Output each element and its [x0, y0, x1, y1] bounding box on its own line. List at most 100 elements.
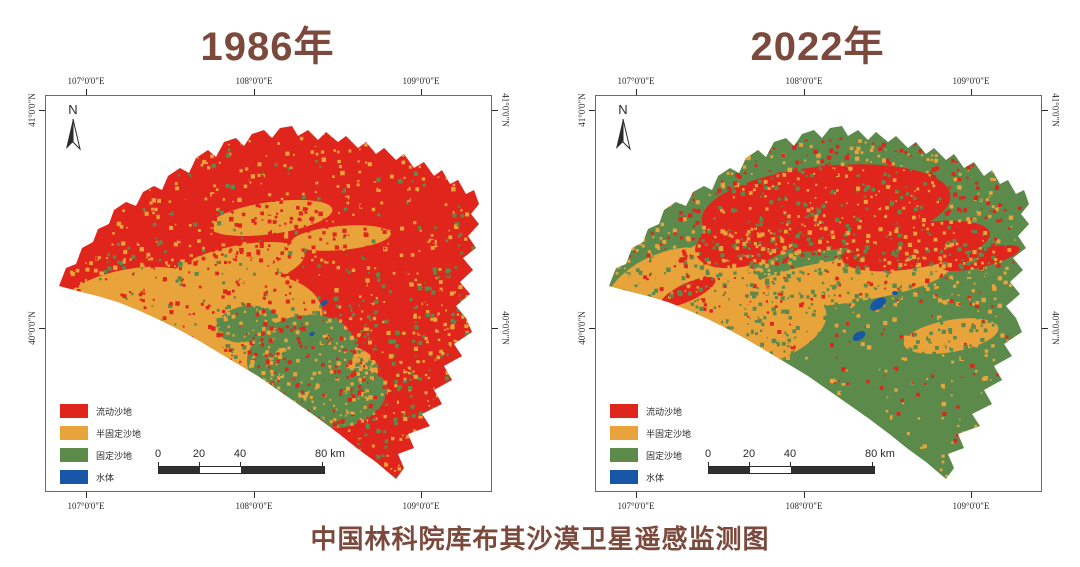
- lon-label: 109°0'0"E: [402, 501, 440, 511]
- lat-tick: [1042, 328, 1048, 329]
- legend-item-fixed: 固定沙地: [610, 448, 691, 462]
- legend-item-water: 水体: [60, 470, 141, 484]
- scale-tick: [708, 462, 709, 466]
- lon-label: 108°0'0"E: [785, 501, 823, 511]
- scale-tick: [322, 462, 323, 466]
- lat-label: 41°0'0"N: [27, 93, 37, 127]
- scale-tick: [240, 462, 241, 466]
- legend: 流动沙地 半固定沙地 固定沙地 水体: [60, 396, 141, 484]
- legend-label: 流动沙地: [646, 406, 683, 417]
- scale-label: 40: [783, 448, 797, 460]
- legend-swatch-semifixed: [610, 426, 638, 440]
- north-label: N: [618, 102, 628, 117]
- scale-segment: [159, 467, 200, 473]
- scale-tick: [749, 462, 750, 466]
- lat-tick: [589, 110, 595, 111]
- legend-label: 流动沙地: [96, 406, 133, 417]
- lat-tick: [589, 328, 595, 329]
- north-arrow-icon: [616, 118, 631, 151]
- lat-label: 40°0'0"N: [27, 311, 37, 345]
- legend-swatch-fixed: [610, 448, 638, 462]
- lat-tick: [492, 110, 498, 111]
- scale-segment: [709, 467, 750, 473]
- lon-tick: [86, 89, 87, 95]
- scale-tick: [872, 462, 873, 466]
- scale-label: 0: [704, 448, 712, 460]
- north-label: N: [68, 102, 78, 117]
- legend-item-mobile: 流动沙地: [60, 404, 141, 418]
- north-arrow: N: [60, 102, 86, 158]
- lon-label: 109°0'0"E: [952, 501, 990, 511]
- scale-tick: [158, 462, 159, 466]
- map-title-2022: 2022年: [750, 25, 885, 69]
- lon-label: 107°0'0"E: [617, 501, 655, 511]
- lon-tick: [421, 89, 422, 95]
- lat-label: 41°0'0"N: [1050, 93, 1060, 127]
- legend-item-fixed: 固定沙地: [60, 448, 141, 462]
- scale-bar: 0 20 40 80 km: [154, 448, 358, 480]
- lat-tick: [39, 328, 45, 329]
- legend-label: 固定沙地: [96, 450, 133, 461]
- scale-segment: [791, 467, 874, 473]
- lon-tick: [86, 492, 87, 498]
- lon-label: 108°0'0"E: [785, 76, 823, 86]
- legend-label: 水体: [646, 472, 665, 483]
- lon-tick: [971, 492, 972, 498]
- legend-item-mobile: 流动沙地: [610, 404, 691, 418]
- legend-swatch-semifixed: [60, 426, 88, 440]
- lat-label: 40°0'0"N: [577, 311, 587, 345]
- scale-label: 80 km: [865, 448, 895, 460]
- legend: 流动沙地 半固定沙地 固定沙地 水体: [610, 396, 691, 484]
- map-raster-2022: [609, 126, 1029, 479]
- lon-tick: [254, 492, 255, 498]
- lon-label: 108°0'0"E: [235, 501, 273, 511]
- map-panel-2022: 107°0'0"E 108°0'0"E 109°0'0"E 107°0'0"E …: [577, 76, 1060, 511]
- legend-swatch-water: [610, 470, 638, 484]
- legend-swatch-mobile: [60, 404, 88, 418]
- lon-tick: [421, 492, 422, 498]
- legend-label: 半固定沙地: [646, 428, 692, 439]
- north-arrow-icon: [66, 118, 81, 151]
- legend-item-semifixed: 半固定沙地: [60, 426, 141, 440]
- lat-label: 41°0'0"N: [500, 93, 510, 127]
- scale-bar: 0 20 40 80 km: [704, 448, 908, 480]
- legend-label: 半固定沙地: [96, 428, 142, 439]
- lat-label: 40°0'0"N: [500, 311, 510, 345]
- lon-tick: [804, 89, 805, 95]
- legend-item-semifixed: 半固定沙地: [610, 426, 691, 440]
- map-title-1986: 1986年: [200, 25, 335, 69]
- lon-label: 107°0'0"E: [67, 76, 105, 86]
- scale-label: 20: [192, 448, 206, 460]
- scale-bar-track: [708, 466, 875, 474]
- scale-label: 20: [742, 448, 756, 460]
- lon-label: 109°0'0"E: [402, 76, 440, 86]
- lon-label: 107°0'0"E: [67, 501, 105, 511]
- lon-tick: [971, 89, 972, 95]
- lon-label: 109°0'0"E: [952, 76, 990, 86]
- lon-tick: [636, 492, 637, 498]
- lon-label: 107°0'0"E: [617, 76, 655, 86]
- legend-swatch-water: [60, 470, 88, 484]
- scale-label: 0: [154, 448, 162, 460]
- lat-label: 41°0'0"N: [577, 93, 587, 127]
- lat-tick: [39, 110, 45, 111]
- figure-caption: 中国林科院库布其沙漠卫星遥感监测图: [310, 524, 770, 554]
- lon-label: 108°0'0"E: [235, 76, 273, 86]
- scale-tick: [790, 462, 791, 466]
- legend-swatch-mobile: [610, 404, 638, 418]
- legend-label: 固定沙地: [646, 450, 683, 461]
- legend-swatch-fixed: [60, 448, 88, 462]
- lat-tick: [492, 328, 498, 329]
- scale-tick: [199, 462, 200, 466]
- legend-label: 水体: [96, 472, 115, 483]
- north-arrow: N: [610, 102, 636, 158]
- map-raster-1986: [59, 126, 479, 479]
- map-panel-1986: 107°0'0"E 108°0'0"E 109°0'0"E 107°0'0"E …: [27, 76, 510, 511]
- scale-label: 80 km: [315, 448, 345, 460]
- lat-tick: [1042, 110, 1048, 111]
- lat-label: 40°0'0"N: [1050, 311, 1060, 345]
- lon-tick: [636, 89, 637, 95]
- lon-tick: [804, 492, 805, 498]
- lon-tick: [254, 89, 255, 95]
